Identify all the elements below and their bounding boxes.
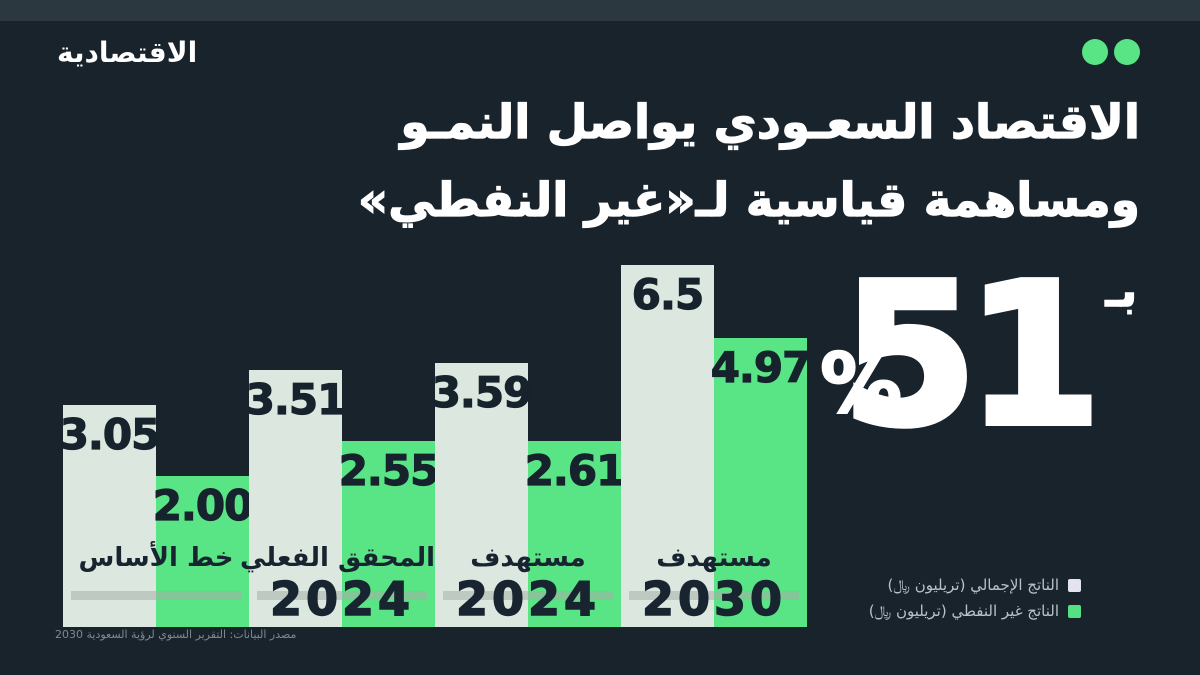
group-label: خط الأساس — [78, 543, 234, 573]
group-year-label: 2030 — [641, 572, 787, 626]
group-year-label: 2024 — [269, 572, 415, 626]
page-title: الاقتصاد السعـودي يواصل النمـو ومساهمة ق… — [357, 84, 1141, 240]
group-underline — [71, 591, 241, 600]
legend-item-non-oil: الناتج غير النفطي (تريليون ﷼) — [869, 598, 1081, 624]
bar-value-label: 3.51 — [245, 375, 347, 424]
bar-value-label: 3.05 — [59, 410, 161, 459]
stat-percent-sign: % — [819, 337, 903, 432]
total-gdp-bar: 3.59 — [431, 363, 533, 627]
legend: الناتج الإجمالي (تريليون ﷼) الناتج غير ا… — [869, 572, 1081, 624]
group-label: مستهدف — [656, 543, 772, 573]
headline-line-2: ومساهمة قياسية لـ«غير النفطي» — [357, 172, 1140, 228]
non-oil-gdp-bar: 2.00 — [152, 476, 254, 627]
group-underline — [257, 591, 427, 600]
brand-dot-icon — [1082, 39, 1108, 65]
headline-line-1: الاقتصاد السعـودي يواصل النمـو — [400, 94, 1141, 150]
bar-group-baseline: 3.05 2.00 خط الأساس — [59, 255, 254, 627]
non-oil-gdp-bar: 4.97 — [710, 338, 812, 627]
stat-prefix: بـ — [1105, 265, 1138, 318]
group-underline — [443, 591, 613, 600]
bar-chart: 3.05 2.00 خط الأساس 3.51 2.55 المحقق الف… — [59, 255, 812, 627]
bar-group-actual-2024: 3.51 2.55 المحقق الفعلي 2024 — [239, 255, 440, 627]
total-gdp-bar: 3.51 — [245, 370, 347, 627]
legend-item-total: الناتج الإجمالي (تريليون ﷼) — [869, 572, 1081, 598]
bar-value-label: 4.97 — [710, 343, 812, 392]
legend-swatch-total-icon — [1068, 578, 1081, 592]
bar-group-target-2024: 3.59 2.61 مستهدف 2024 — [431, 255, 626, 627]
bar-value-label: 2.55 — [338, 446, 440, 495]
group-year-label: 2024 — [455, 572, 601, 626]
group-label: المحقق الفعلي — [239, 543, 435, 573]
legend-swatch-non-oil-icon — [1068, 604, 1081, 618]
bar-value-label: 2.00 — [152, 481, 254, 530]
brand-dot-icon — [1114, 39, 1140, 65]
legend-label: الناتج غير النفطي (تريليون ﷼) — [868, 602, 1059, 620]
legend-label: الناتج الإجمالي (تريليون ﷼) — [887, 576, 1060, 594]
non-oil-gdp-bar: 2.61 — [524, 441, 626, 627]
brand-logo: الاقتصادية — [57, 36, 198, 69]
top-strip — [0, 0, 1200, 21]
total-gdp-bar: 6.5 — [621, 265, 714, 627]
bar-group-target-2030: 6.5 4.97 مستهدف 2030 — [621, 255, 812, 627]
total-gdp-bar: 3.05 — [59, 405, 161, 627]
bar-value-label: 6.5 — [631, 270, 705, 319]
group-underline — [629, 591, 799, 600]
group-label: مستهدف — [470, 543, 586, 573]
source-note: مصدر البيانات: التقرير السنوي لرؤية السع… — [55, 628, 297, 641]
stat-number: 51 — [838, 242, 1105, 470]
bar-value-label: 2.61 — [524, 446, 626, 495]
bar-value-label: 3.59 — [431, 368, 533, 417]
